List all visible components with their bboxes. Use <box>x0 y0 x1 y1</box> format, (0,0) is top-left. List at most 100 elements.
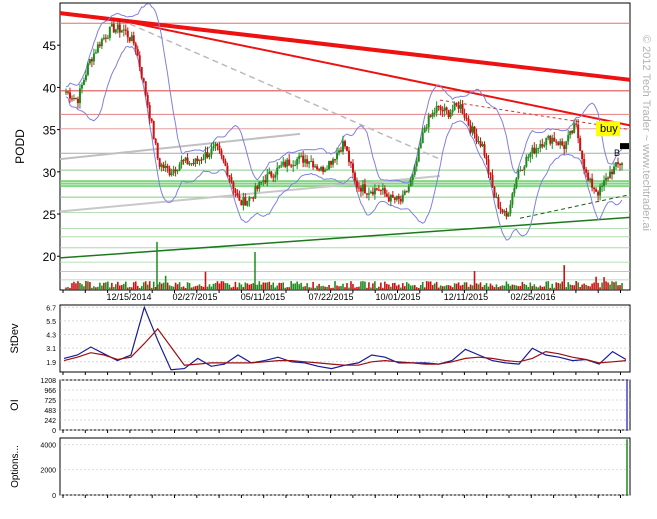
candle-body <box>433 112 436 114</box>
volume-bar <box>190 287 193 290</box>
volume-bar <box>368 282 370 290</box>
candle-body <box>76 98 79 104</box>
candle-body <box>270 171 273 177</box>
candle-body <box>296 158 299 165</box>
candle-body <box>228 175 231 178</box>
volume-bar <box>503 285 506 290</box>
candle-body <box>246 200 249 206</box>
candle-body <box>497 197 500 208</box>
candle-body <box>553 137 556 142</box>
volume-bar <box>579 286 581 290</box>
candle-body <box>80 84 83 89</box>
volume-bar <box>467 286 470 290</box>
candle-body <box>573 123 576 133</box>
volume-bar <box>119 285 121 290</box>
volume-bar <box>296 281 298 290</box>
bollinger-lower-band <box>65 45 623 241</box>
candle-body <box>349 162 352 164</box>
candle-body <box>367 193 370 195</box>
candle-body <box>441 109 444 112</box>
volume-bar <box>162 282 165 290</box>
volume-bar <box>543 286 546 290</box>
candle-body <box>611 171 614 175</box>
price-y-tick-label: 30 <box>43 166 57 180</box>
candle-body <box>351 163 354 173</box>
candle-body <box>250 197 253 199</box>
candle-body <box>220 150 223 156</box>
candle-body <box>148 104 151 119</box>
candle-body <box>567 135 570 142</box>
candle-body <box>310 161 313 163</box>
y-axis-label: OI <box>9 399 21 411</box>
candle-body <box>288 159 291 166</box>
candle-body <box>336 152 339 160</box>
candle-body <box>136 49 139 56</box>
candle-body <box>90 59 93 62</box>
volume-bar <box>206 286 209 290</box>
volume-bar <box>166 282 169 290</box>
y-tick-label: 3.1 <box>46 346 56 353</box>
candle-body <box>322 166 325 172</box>
volume-bar <box>292 283 294 290</box>
candle-body <box>166 165 169 169</box>
options-volume-panel: 0 2000 4000 Options... <box>10 437 631 500</box>
volume-bar <box>148 281 151 290</box>
volume-bar <box>208 284 211 290</box>
candle-body <box>124 29 127 31</box>
candle-body <box>585 169 588 173</box>
volume-bar <box>388 284 390 290</box>
candle-body <box>332 159 335 165</box>
volume-bar <box>268 281 271 290</box>
candle-body <box>236 192 239 196</box>
candle-body <box>569 130 572 136</box>
candle-body <box>230 177 233 183</box>
volume-bar <box>366 287 368 290</box>
volume-bar <box>286 287 289 290</box>
volume-bar <box>613 282 615 290</box>
volume-bar <box>473 271 476 290</box>
volume-bar <box>527 286 530 290</box>
candle-body <box>74 98 77 100</box>
volume-bar <box>507 283 510 290</box>
volume-bar <box>252 283 255 290</box>
volume-bar <box>537 287 540 290</box>
y-axis-label: Options... <box>10 445 21 488</box>
volume-bar <box>557 282 560 290</box>
candle-body <box>248 197 251 201</box>
volume-bar <box>445 285 448 290</box>
volume-bar <box>310 287 312 290</box>
candle-body <box>144 81 147 96</box>
candle-body <box>483 144 486 156</box>
candle-body <box>266 174 269 183</box>
volume-bar <box>577 282 579 290</box>
y-tick-label: 725 <box>44 398 56 405</box>
volume-bar <box>417 287 420 290</box>
volume-bar <box>210 286 213 290</box>
volume-bar <box>230 287 233 290</box>
volume-bar <box>122 283 125 290</box>
volume-bar <box>360 281 362 290</box>
candle-body <box>244 197 247 206</box>
candle-body <box>272 176 275 178</box>
volume-bar <box>435 281 438 290</box>
volume-bar <box>372 283 374 290</box>
candle-body <box>178 164 181 170</box>
volume-bar <box>226 283 229 290</box>
volume-bar <box>587 285 589 290</box>
volume-bar <box>184 287 187 290</box>
x-axis-date-label: 05/11/2015 <box>241 292 285 302</box>
candle-body <box>68 92 71 99</box>
candle-body <box>98 44 101 47</box>
volume-bar <box>380 282 382 290</box>
candle-body <box>619 164 622 166</box>
dashed-uptrend-line <box>519 194 631 219</box>
volume-bar <box>79 282 81 290</box>
buy-label-box <box>596 121 620 137</box>
volume-bar <box>376 287 378 290</box>
volume-bar <box>87 281 89 290</box>
volume-bar <box>571 285 573 290</box>
volume-bar <box>105 282 107 290</box>
volume-bar <box>154 286 157 290</box>
